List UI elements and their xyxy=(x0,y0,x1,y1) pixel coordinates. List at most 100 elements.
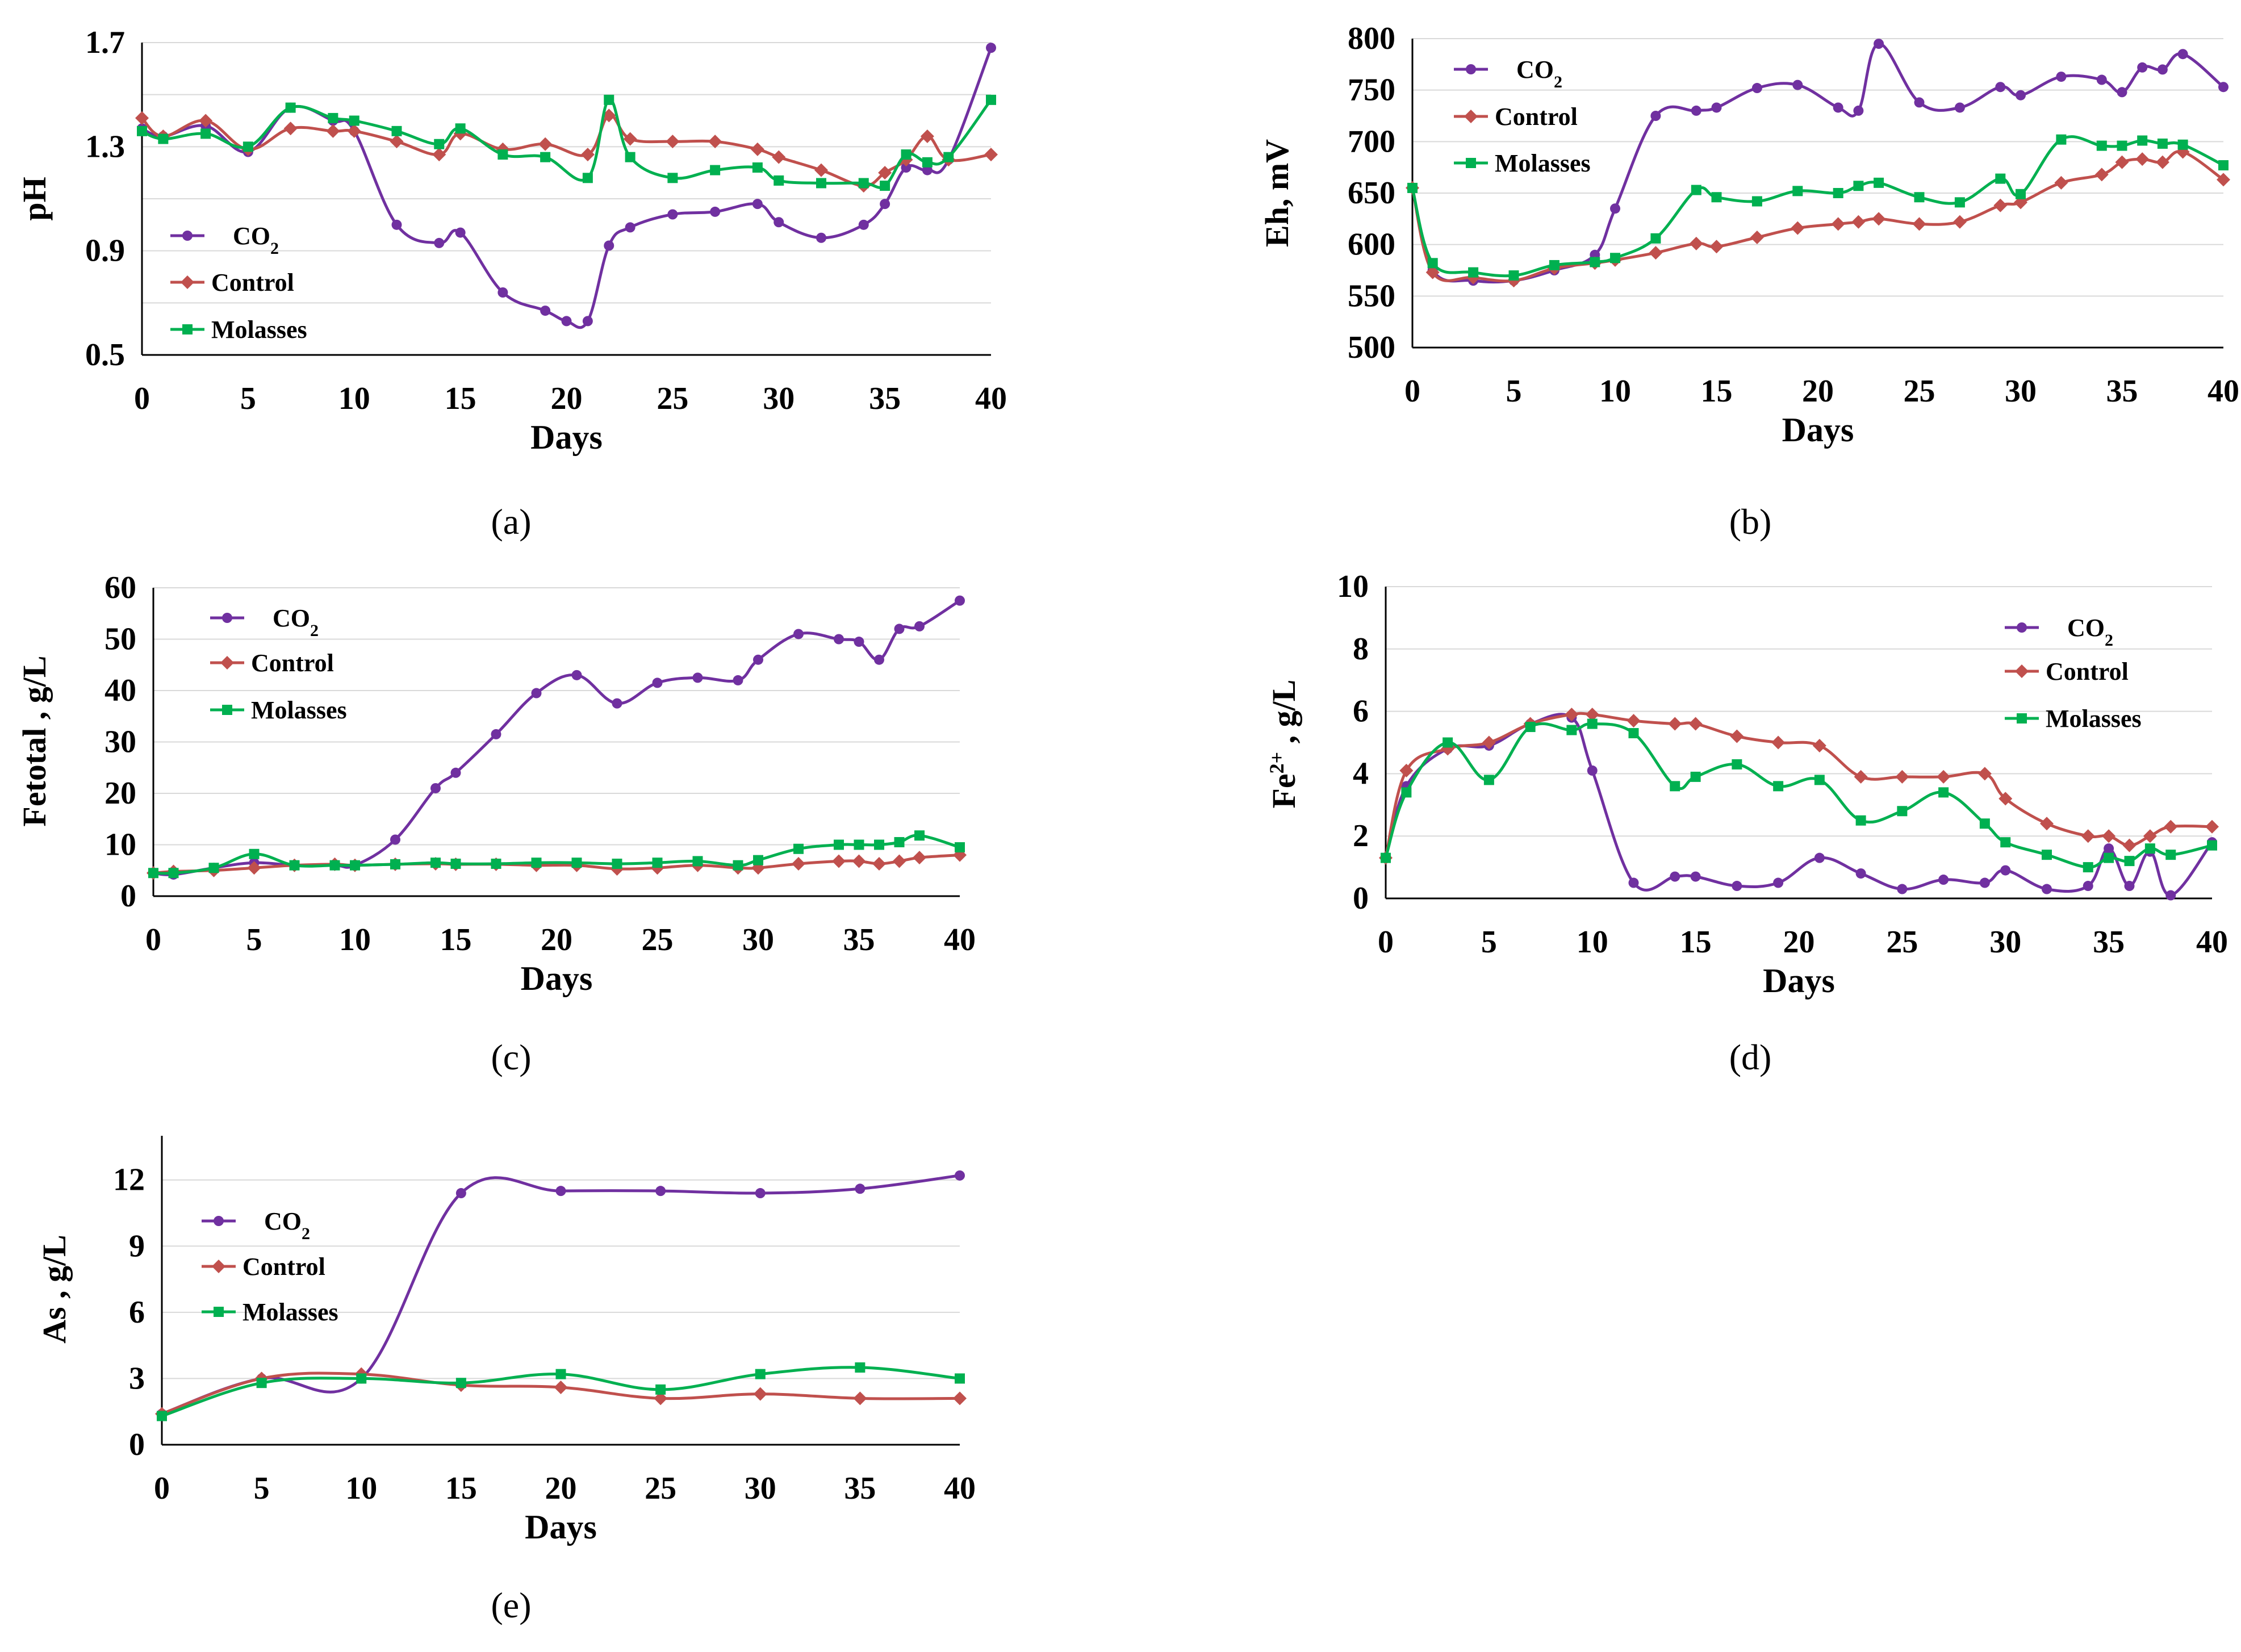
data-point-control xyxy=(2205,819,2219,834)
data-point-molasses xyxy=(1468,267,1479,278)
data-point-co2 xyxy=(752,199,763,210)
x-tick-label: 15 xyxy=(1701,374,1733,409)
data-point-molasses xyxy=(943,152,954,162)
data-point-co2 xyxy=(880,199,890,210)
y-tick-label: 3 xyxy=(129,1361,145,1396)
data-point-co2 xyxy=(1691,105,1701,116)
data-point-molasses xyxy=(168,868,179,879)
data-point-molasses xyxy=(894,837,905,847)
data-point-control xyxy=(432,148,446,162)
data-point-control xyxy=(1771,735,1786,750)
data-point-molasses xyxy=(858,178,869,189)
data-point-control xyxy=(920,129,934,143)
legend-marker-co2 xyxy=(1466,64,1476,74)
data-point-molasses xyxy=(2016,189,2026,199)
data-point-molasses xyxy=(1914,192,1925,203)
y-tick-label: 800 xyxy=(1348,21,1395,56)
y-tick-label: 10 xyxy=(1337,569,1369,604)
data-point-control xyxy=(1482,735,1496,750)
data-point-molasses xyxy=(2056,134,2067,145)
data-point-co2 xyxy=(1628,877,1639,888)
data-point-co2 xyxy=(1995,82,2006,93)
legend-marker-molasses xyxy=(222,705,232,715)
data-point-control xyxy=(750,142,764,156)
data-point-co2 xyxy=(491,729,501,739)
data-point-co2 xyxy=(455,227,466,238)
y-tick-label: 1.7 xyxy=(85,25,125,60)
data-point-molasses xyxy=(955,842,965,853)
data-point-molasses xyxy=(1381,852,1391,863)
data-point-control xyxy=(1565,708,1579,722)
y-axis-title: Fetotal , g/L xyxy=(16,655,53,826)
data-point-control xyxy=(390,135,404,149)
data-point-control xyxy=(580,148,595,162)
legend-marker-molasses xyxy=(2017,713,2027,723)
data-point-molasses xyxy=(1938,787,1949,798)
data-point-molasses xyxy=(2157,138,2168,149)
data-point-control xyxy=(1399,763,1414,777)
data-point-molasses xyxy=(391,126,402,136)
data-point-molasses xyxy=(652,858,663,868)
data-point-co2 xyxy=(1874,39,1884,49)
data-point-molasses xyxy=(655,1384,666,1395)
data-point-molasses xyxy=(753,855,763,865)
x-tick-label: 20 xyxy=(545,1471,577,1506)
data-point-molasses xyxy=(1691,185,1701,195)
x-tick-label: 25 xyxy=(642,922,674,957)
x-tick-label: 10 xyxy=(338,381,370,416)
data-point-control xyxy=(347,124,361,138)
data-point-co2 xyxy=(1914,97,1925,108)
data-point-molasses xyxy=(200,128,211,139)
legend-marker-control xyxy=(220,656,234,670)
x-tick-label: 10 xyxy=(1599,374,1631,409)
data-point-molasses xyxy=(497,149,508,160)
legend-label-co2: CO2 xyxy=(1516,56,1562,91)
data-point-co2 xyxy=(2000,865,2011,876)
data-point-control xyxy=(1912,217,1926,231)
data-point-control xyxy=(1627,714,1641,728)
data-point-molasses xyxy=(1427,258,1438,269)
data-point-co2 xyxy=(710,206,721,217)
x-tick-label: 5 xyxy=(1481,925,1497,960)
x-tick-label: 15 xyxy=(440,922,472,957)
x-tick-label: 25 xyxy=(1886,925,1918,960)
data-point-co2 xyxy=(1711,102,1722,113)
data-point-molasses xyxy=(491,858,501,869)
data-point-co2 xyxy=(874,654,884,665)
data-point-co2 xyxy=(854,637,864,647)
x-tick-label: 25 xyxy=(645,1471,676,1506)
data-point-control xyxy=(666,135,680,149)
series-line-molasses xyxy=(141,98,993,189)
data-point-control xyxy=(602,108,616,123)
data-point-co2 xyxy=(2096,74,2107,85)
data-point-molasses xyxy=(1855,815,1866,826)
data-point-molasses xyxy=(1525,722,1536,733)
data-point-control xyxy=(1689,236,1703,250)
data-point-co2 xyxy=(1833,102,1843,113)
data-point-molasses xyxy=(1773,781,1784,792)
legend-marker-molasses xyxy=(214,1307,224,1317)
data-point-control xyxy=(2135,152,2150,166)
data-point-control xyxy=(2102,829,2116,843)
data-point-control xyxy=(1812,738,1826,752)
x-tick-label: 30 xyxy=(2005,374,2037,409)
x-tick-label: 35 xyxy=(2093,925,2125,960)
data-point-molasses xyxy=(434,139,445,149)
x-tick-label: 10 xyxy=(345,1471,377,1506)
data-point-control xyxy=(1854,769,1868,784)
data-point-co2 xyxy=(901,162,912,173)
data-point-co2 xyxy=(561,316,572,327)
data-point-co2 xyxy=(571,670,582,680)
x-tick-label: 20 xyxy=(1802,374,1834,409)
y-tick-label: 700 xyxy=(1348,124,1395,159)
data-point-molasses xyxy=(1711,192,1722,203)
data-point-molasses xyxy=(2096,140,2107,151)
data-point-molasses xyxy=(1792,186,1803,196)
data-point-control xyxy=(654,1391,668,1406)
data-point-molasses xyxy=(2218,160,2229,171)
panel-label: (d) xyxy=(1729,1037,1772,1077)
panel-label: (a) xyxy=(491,501,531,542)
data-point-co2 xyxy=(1650,111,1661,121)
data-point-molasses xyxy=(1508,270,1519,281)
data-point-molasses xyxy=(390,859,400,869)
